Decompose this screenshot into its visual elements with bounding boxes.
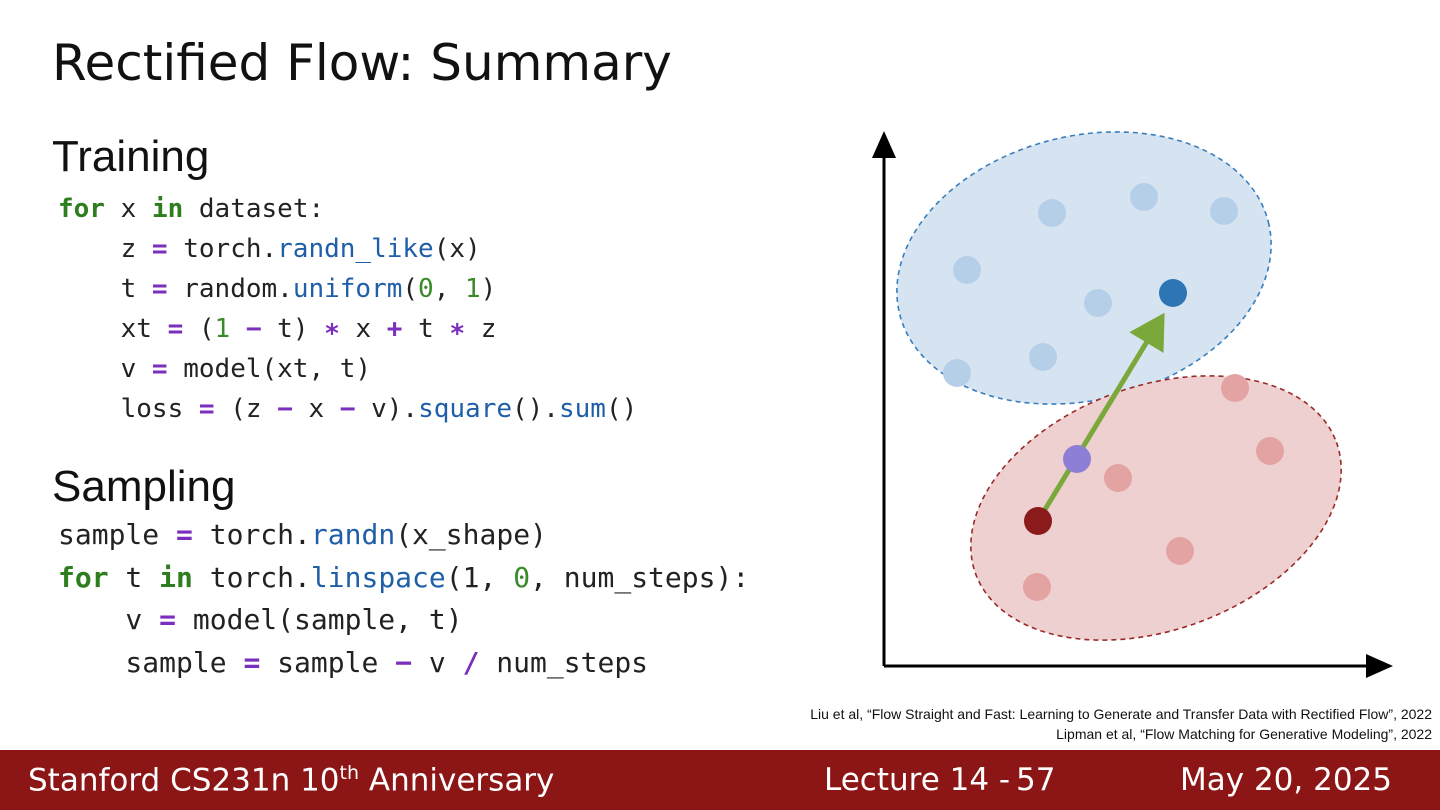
code-token: ) [480, 274, 497, 304]
code-token: = [159, 603, 177, 636]
code-token: x [292, 394, 340, 424]
code-token: (1, [445, 560, 514, 594]
code-token: z [465, 314, 497, 344]
code-token: xt [58, 314, 168, 344]
code-token: torch. [167, 234, 278, 264]
code-token: ( [183, 314, 215, 344]
z-point [1159, 279, 1187, 307]
code-line: sample = torch.randn(x_shape) [58, 518, 547, 551]
code-token: torch. [192, 560, 311, 594]
code-token: uniform [292, 274, 403, 304]
code-token: sum [558, 394, 606, 424]
course: Stanford CS231n 10th Anniversary [28, 762, 554, 798]
code-token: ( [402, 274, 419, 304]
code-token: ∗ [324, 314, 340, 344]
training-heading: Training [52, 132, 210, 181]
code-line: sample = sample − v / num_steps [58, 646, 648, 679]
course-sup: th [339, 762, 360, 784]
data-points [1023, 374, 1284, 601]
code-line: v = model(sample, t) [58, 603, 463, 636]
date: May 20, 2025 [1180, 762, 1392, 798]
code-token: sample [58, 518, 177, 551]
code-token [230, 314, 246, 344]
code-line: for x in dataset: [58, 194, 324, 224]
code-token: = [151, 274, 168, 304]
code-token: loss [58, 394, 199, 424]
code-token: x [339, 314, 387, 344]
code-token: x [104, 194, 152, 224]
code-token: torch. [192, 518, 311, 551]
code-token: − [339, 394, 356, 424]
code-line: xt = (1 − t) ∗ x + t ∗ z [58, 314, 497, 344]
code-token: v [58, 603, 160, 636]
code-line: loss = (z − x − v).square().sum() [58, 394, 638, 424]
code-line: v = model(xt, t) [58, 354, 371, 384]
code-token: (). [512, 394, 559, 424]
code-token: 0 [418, 274, 434, 304]
code-token: in [151, 194, 184, 224]
code-token: 1 [214, 314, 231, 344]
velocity-arrow [1035, 312, 1165, 523]
code-token: sample [58, 645, 244, 679]
code-token: square [418, 394, 512, 424]
code-line: z = torch.randn_like(x) [58, 234, 481, 264]
lecture: Lecture 14 - [824, 762, 1011, 798]
code-token: , [433, 274, 466, 304]
code-token: = [167, 314, 184, 344]
reference: Liu et al, “Flow Straight and Fast: Lear… [810, 706, 1432, 722]
code-token: v). [355, 394, 419, 424]
title: Rectified Flow: Summary [52, 34, 672, 92]
code-token: () [605, 394, 638, 424]
code-token: v [58, 354, 152, 384]
code-token: randn [310, 518, 396, 551]
code-token: z [58, 234, 152, 264]
course-name: Stanford CS231n 10 [28, 762, 340, 799]
code-token: num_steps [479, 645, 649, 679]
code-token: t [58, 274, 152, 304]
code-token: = [198, 394, 215, 424]
code-token: = [151, 354, 168, 384]
code-line: t = random.uniform(0, 1) [58, 274, 497, 304]
code-token: 1 [465, 274, 481, 304]
code-token: model(sample, t) [176, 603, 463, 636]
code-token: 0 [513, 560, 531, 594]
code-token: t [402, 314, 450, 344]
code-token: = [243, 645, 261, 679]
diagram: pnoisepdatazvxtx [872, 131, 1393, 678]
code-line: for t in torch.linspace(1, 0, num_steps)… [58, 561, 749, 594]
x-point [1024, 507, 1052, 535]
course-rest: Anniversary [359, 762, 555, 799]
code-token: randn_like [277, 234, 434, 264]
code-token: = [176, 518, 193, 551]
code-token: = [151, 234, 168, 264]
code-token: t [108, 560, 160, 594]
code-token: − [277, 394, 293, 424]
page-number: 57 [1016, 762, 1056, 798]
code-token: random. [167, 274, 293, 304]
noise-points [943, 183, 1238, 387]
code-token: v [412, 645, 463, 679]
code-token: sample [260, 645, 396, 679]
code-token: , num_steps): [530, 560, 750, 594]
code-token: (z [214, 394, 278, 424]
code-token: model(xt, t) [167, 354, 372, 384]
xt-point [1063, 445, 1091, 473]
code-token: t) [261, 314, 325, 344]
code-token: in [159, 560, 193, 594]
code-token: for [58, 194, 105, 224]
footer: Stanford CS231n 10th Anniversary Lecture… [0, 750, 1440, 810]
code-token: / [462, 645, 480, 679]
reference: Lipman et al, “Flow Matching for Generat… [1056, 726, 1432, 742]
code-token: (x_shape) [395, 518, 547, 551]
code-token: − [245, 314, 262, 344]
code-token: − [395, 645, 413, 679]
code-token: ∗ [449, 314, 466, 344]
code-token: dataset: [183, 194, 325, 224]
code-token: + [386, 314, 403, 344]
code-token: linspace [310, 560, 446, 594]
code-token: for [58, 560, 109, 594]
code-token: (x) [433, 234, 481, 264]
sampling-heading: Sampling [52, 462, 236, 511]
